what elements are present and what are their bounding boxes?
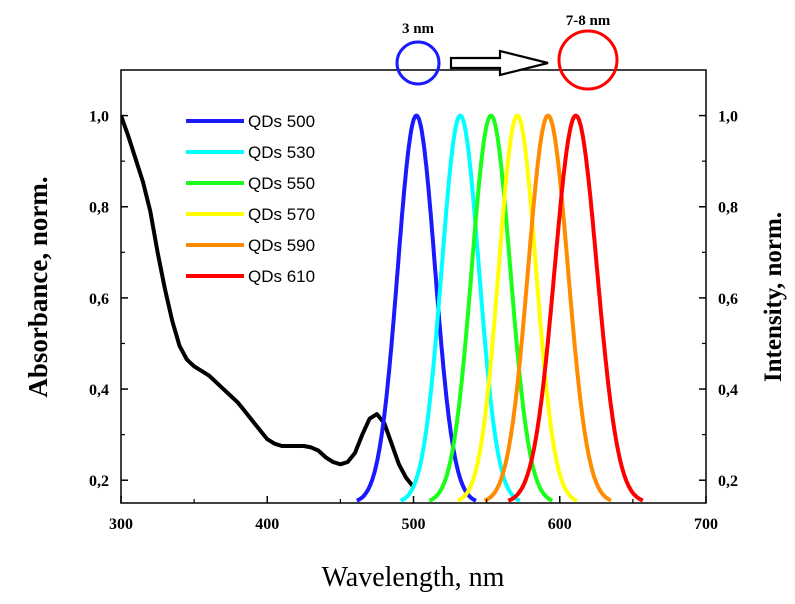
x-axis-ticks: 300 400 500 600 700 xyxy=(109,496,718,533)
small-size-label: 3 nm xyxy=(402,21,435,37)
y-axis-right-title: Intensity, norm. xyxy=(760,212,787,382)
y-right-tick-label: 0,4 xyxy=(718,382,738,399)
legend-label: QDs 610 xyxy=(248,267,315,286)
legend-label: QDs 530 xyxy=(248,143,315,162)
emission-line-qds-500 xyxy=(355,113,478,503)
large-qd-circle xyxy=(557,29,619,91)
legend-label: QDs 500 xyxy=(248,112,315,131)
x-axis-title: Wavelength, nm xyxy=(322,562,505,593)
series-layer xyxy=(121,113,645,503)
small-qd-circle xyxy=(395,40,441,86)
emission-line-qds-530 xyxy=(399,113,522,503)
y-left-tick-label: 1,0 xyxy=(89,109,109,126)
x-tick-label: 400 xyxy=(255,516,279,533)
legend-label: QDs 590 xyxy=(248,236,315,255)
x-tick-label: 300 xyxy=(109,516,133,533)
y-axis-left-title: Absorbance, norm. xyxy=(23,176,53,397)
y-left-tick-label: 0,2 xyxy=(89,473,109,490)
plot-frame xyxy=(120,69,707,504)
legend: QDs 500 QDs 530 QDs 550 QDs 570 QDs 590 QDs 6… xyxy=(186,112,315,286)
large-size-label: 7-8 nm xyxy=(566,13,611,29)
legend-label: QDs 550 xyxy=(248,174,315,193)
emission-line-qds-570 xyxy=(456,113,579,503)
emission-line-qds-610 xyxy=(507,113,645,503)
y-left-tick-label: 0,6 xyxy=(89,291,109,308)
y-left-tick-label: 0,4 xyxy=(89,382,109,399)
x-tick-label: 500 xyxy=(402,516,426,533)
y-left-tick-label: 0,8 xyxy=(89,200,109,217)
emission-line-qds-590 xyxy=(483,113,613,503)
x-tick-label: 700 xyxy=(694,516,718,533)
y-right-tick-label: 0,8 xyxy=(718,200,738,217)
y-right-tick-label: 0,6 xyxy=(718,291,738,308)
growth-arrow xyxy=(449,49,549,77)
y-right-tick-label: 1,0 xyxy=(718,109,738,126)
legend-label: QDs 570 xyxy=(248,205,315,224)
absorbance-line xyxy=(121,114,416,489)
y-axis-left-ticks: 0,2 0,4 0,6 0,8 1,0 xyxy=(89,109,128,490)
x-tick-label: 600 xyxy=(548,516,572,533)
y-axis-right-ticks: 0,2 0,4 0,6 0,8 1,0 xyxy=(699,109,738,490)
size-annotation: 3 nm 7-8 nm xyxy=(395,13,619,91)
y-right-tick-label: 0,2 xyxy=(718,473,738,490)
